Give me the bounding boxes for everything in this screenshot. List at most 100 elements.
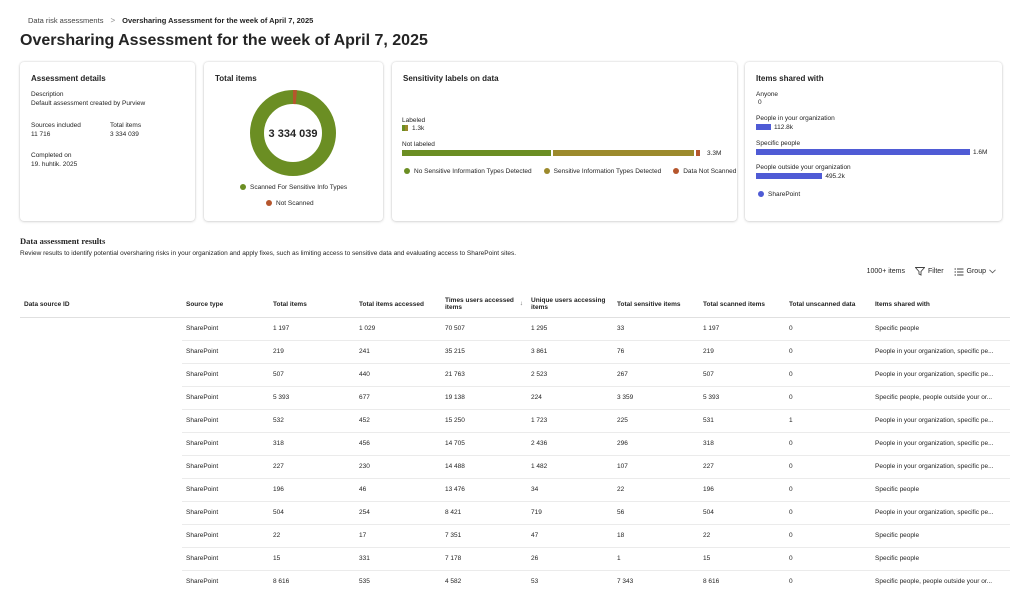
column-header-label: Data source ID — [24, 300, 70, 308]
table-row[interactable]: SharePoint 22 17 7 351 47 18 22 0 Specific peopl… — [20, 524, 1010, 548]
labeled-bar-scanned — [402, 125, 405, 131]
table-row[interactable]: SharePoint 532 452 15 250 1 723 225 531 1 People… — [20, 409, 1010, 433]
table-cell: 21 763 — [441, 363, 527, 387]
table-row[interactable]: SharePoint 5 393 677 19 138 224 3 359 5 393 0 Sp… — [20, 386, 1010, 410]
total-items-value: 3 334 039 — [110, 131, 139, 138]
filter-icon — [914, 267, 925, 276]
table-cell: SharePoint — [182, 386, 269, 410]
table-cell: 15 — [269, 547, 355, 571]
labeled-value: 1.3k — [412, 125, 425, 132]
table-row[interactable]: SharePoint 15 331 7 178 26 1 15 0 Specific peopl… — [20, 547, 1010, 571]
legend-dot-icon — [266, 200, 272, 207]
table-cell: 1 197 — [269, 317, 355, 341]
shared-specific-label: Specific people — [756, 140, 801, 147]
shared-specific-value: 1.6M — [973, 149, 988, 156]
results-count: 1000+ items — [866, 268, 905, 275]
column-header-label: Times users accessed items — [445, 297, 514, 312]
not-labeled-label: Not labeled — [402, 141, 435, 148]
table-cell: SharePoint — [182, 547, 269, 571]
labeled-label: Labeled — [402, 117, 426, 124]
total-items-label: Total items — [110, 122, 142, 129]
column-header[interactable]: Total items accessed — [355, 292, 441, 318]
results-title: Data assessment results — [20, 236, 106, 246]
column-header[interactable]: Total unscanned data — [785, 292, 871, 318]
table-row[interactable]: SharePoint 219 241 35 215 3 861 76 219 0 People … — [20, 340, 1010, 364]
table-cell: 33 — [613, 317, 699, 341]
column-header[interactable]: Total sensitive items — [613, 292, 699, 318]
table-cell: 0 — [785, 501, 871, 525]
shared-org-label: People in your organization — [756, 115, 835, 122]
table-cell: People in your organization, specific pe… — [871, 340, 1010, 364]
column-header[interactable]: Data source ID — [20, 292, 182, 318]
column-header[interactable]: Source type — [182, 292, 269, 318]
table-cell: 22 — [699, 524, 785, 548]
column-header-label: Total items — [273, 300, 307, 308]
column-header[interactable]: Total items — [269, 292, 355, 318]
card-title: Items shared with — [756, 74, 824, 83]
table-cell: 1 — [613, 547, 699, 571]
table-cell: 0 — [785, 547, 871, 571]
table-cell: 8 616 — [699, 570, 785, 590]
table-cell: 254 — [355, 501, 441, 525]
table-row[interactable]: SharePoint 1 197 1 029 70 507 1 295 33 1 197 0 S… — [20, 317, 1010, 341]
table-cell: 26 — [527, 547, 613, 571]
donut-center-value: 3 334 039 — [269, 128, 318, 140]
table-cell: 331 — [355, 547, 441, 571]
table-cell: 532 — [269, 409, 355, 433]
table-cell — [20, 524, 182, 547]
table-cell: 224 — [527, 386, 613, 410]
table-cell: 296 — [613, 432, 699, 456]
table-cell: 677 — [355, 386, 441, 410]
table-cell: 22 — [269, 524, 355, 548]
column-header-label: Total unscanned data — [789, 300, 856, 308]
labeled-bar-sensitive — [405, 125, 408, 131]
table-cell: 0 — [785, 340, 871, 364]
table-cell: 13 476 — [441, 478, 527, 502]
table-cell: 15 250 — [441, 409, 527, 433]
table-row[interactable]: SharePoint 196 46 13 476 34 22 196 0 Specific pe… — [20, 478, 1010, 502]
breadcrumb-parent-link[interactable]: Data risk assessments — [28, 16, 104, 25]
table-cell: 507 — [269, 363, 355, 387]
table-cell: 76 — [613, 340, 699, 364]
shared-outside-label: People outside your organization — [756, 164, 851, 171]
shared-outside-value: 495.2k — [825, 173, 845, 180]
table-cell: Specific people — [871, 317, 1010, 341]
column-header[interactable]: Items shared with — [871, 292, 1010, 318]
column-header[interactable]: Times users accessed items ↓ — [441, 292, 527, 318]
table-cell: SharePoint — [182, 340, 269, 364]
column-header[interactable]: Total scanned items — [699, 292, 785, 318]
table-row[interactable]: SharePoint 507 440 21 763 2 523 267 507 0 People… — [20, 363, 1010, 387]
sources-value: 11 716 — [31, 131, 51, 138]
table-row[interactable]: SharePoint 227 230 14 488 1 482 107 227 0 People… — [20, 455, 1010, 479]
table-cell: 5 393 — [269, 386, 355, 410]
table-cell: 15 — [699, 547, 785, 571]
table-row[interactable]: SharePoint 8 616 535 4 582 53 7 343 8 616 0 Spec… — [20, 570, 1010, 590]
shared-outside-bar — [756, 173, 823, 179]
table-cell: 1 029 — [355, 317, 441, 341]
shared-specific-bar — [756, 149, 970, 155]
group-button[interactable]: Group — [954, 268, 996, 276]
table-cell: 1 295 — [527, 317, 613, 341]
table-cell: SharePoint — [182, 570, 269, 590]
table-cell: People in your organization, specific pe… — [871, 455, 1010, 479]
table-cell: 196 — [699, 478, 785, 502]
legend-scanned: Scanned For Sensitive Info Types — [240, 184, 347, 191]
table-cell: 0 — [785, 478, 871, 502]
filter-button[interactable]: Filter — [914, 267, 944, 276]
table-cell: 17 — [355, 524, 441, 548]
results-table: Data source ID Source type Total items Tota… — [20, 292, 1010, 590]
table-cell: 0 — [785, 432, 871, 456]
table-row[interactable]: SharePoint 504 254 8 421 719 56 504 0 People in … — [20, 501, 1010, 525]
column-header[interactable]: Unique users accessing items — [527, 292, 613, 318]
donut-chart: 3 334 039 — [250, 90, 336, 176]
column-header-label: Source type — [186, 300, 224, 308]
legend-dot-icon — [758, 191, 764, 198]
table-cell: Specific people, people outside your or.… — [871, 570, 1010, 590]
table-cell: 8 421 — [441, 501, 527, 525]
table-cell: 504 — [269, 501, 355, 525]
table-cell: SharePoint — [182, 501, 269, 525]
table-cell: SharePoint — [182, 432, 269, 456]
assessment-details-card: Assessment details Description Default a… — [20, 62, 195, 221]
table-cell: 8 616 — [269, 570, 355, 590]
table-row[interactable]: SharePoint 318 456 14 705 2 436 296 318 0 People… — [20, 432, 1010, 456]
